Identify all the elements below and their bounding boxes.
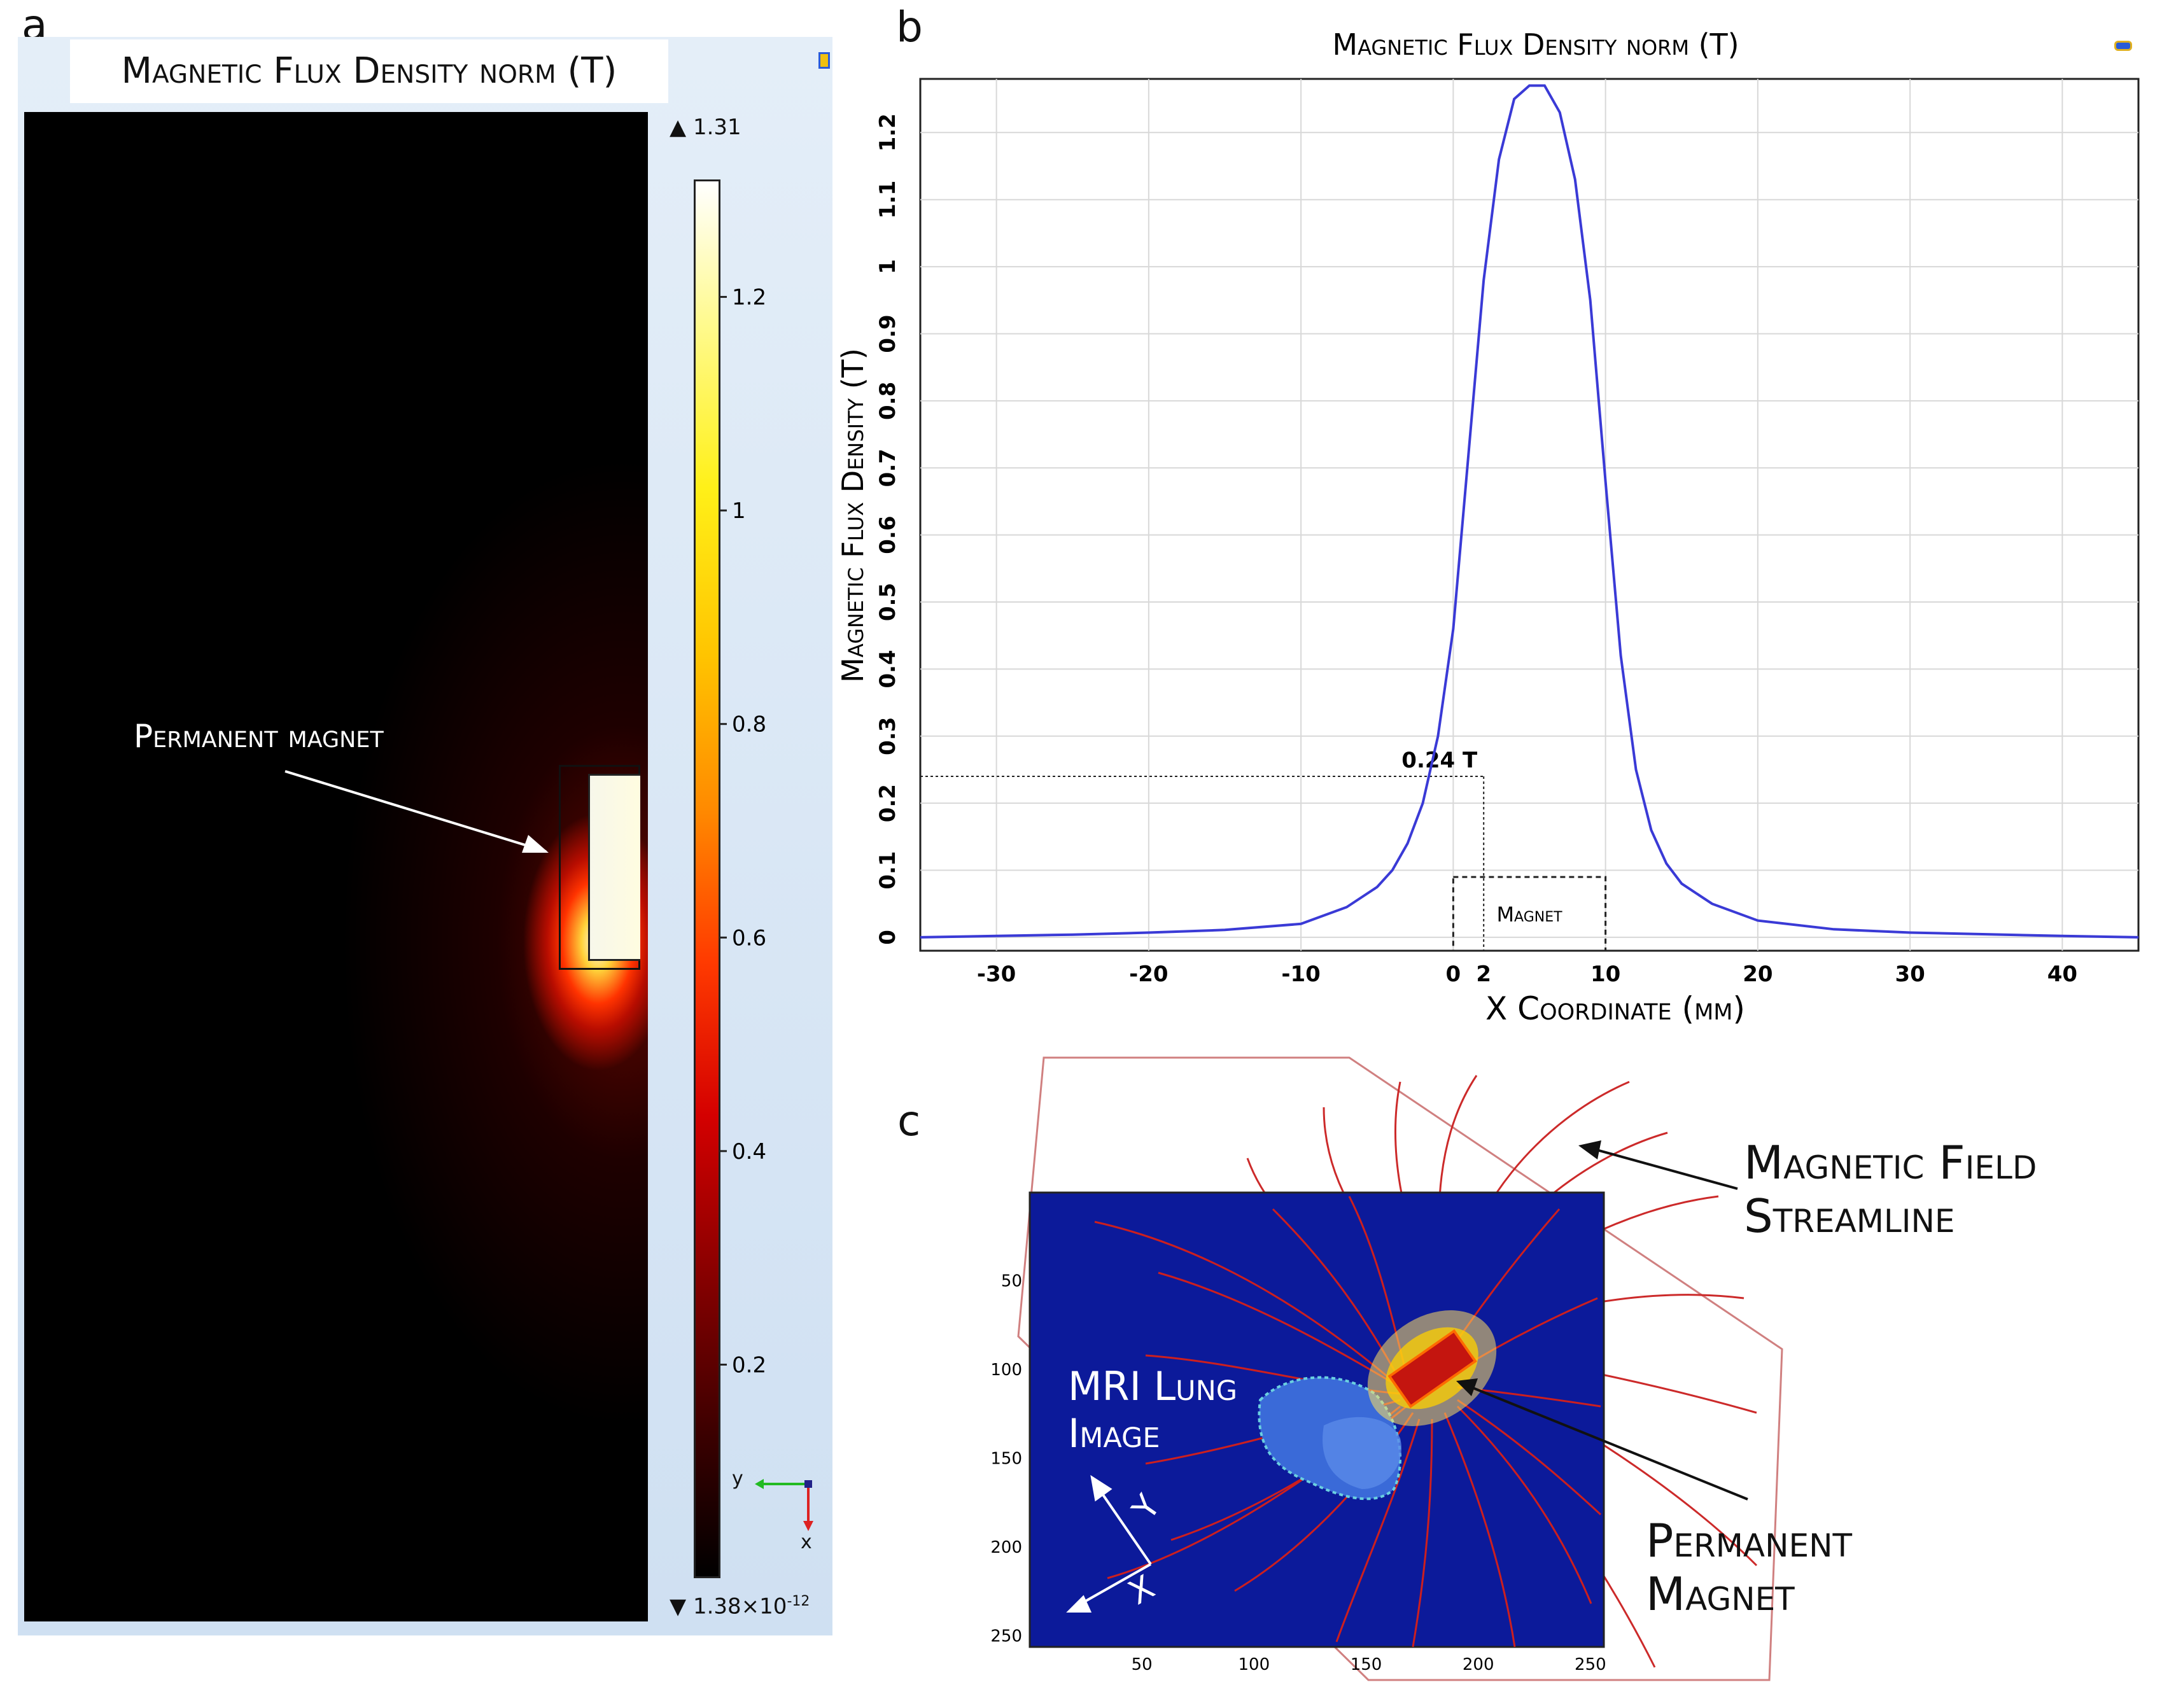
streamline-label-line2: Streamline [1744, 1189, 1955, 1243]
field-plot [24, 112, 648, 1621]
streamline-arrowhead [1578, 1140, 1601, 1159]
magnet-arrowhead [1456, 1378, 1478, 1396]
colorbar [694, 179, 720, 1578]
image-x-tick-label: 50 [1132, 1655, 1153, 1674]
panel-a-title: Magnetic Flux Density norm (T) [70, 39, 668, 103]
colorbar-tick-label: 1.2 [732, 285, 766, 311]
panel-a: a Magnetic Flux Density norm (T) Permane… [0, 0, 840, 1655]
y-tick-label: 0.8 [875, 382, 901, 420]
y-tick-label: 0.3 [875, 717, 901, 755]
y-tick-label: 0.2 [875, 784, 901, 822]
triangle-down-icon: ▼ [670, 1593, 687, 1620]
magnet-body [588, 774, 640, 961]
x-tick-label: -30 [977, 962, 1016, 987]
triad-y-label: y [732, 1467, 743, 1490]
x-tick-label: -20 [1129, 962, 1168, 987]
y-tick-label: 0 [875, 930, 901, 945]
x-tick-label: 0 [1446, 962, 1461, 987]
axes-triad [755, 1479, 813, 1531]
x-tick-label: 40 [2047, 962, 2077, 987]
magnet-arrow [1464, 1383, 1748, 1501]
flux-chart: Magnetic Flux Density norm (T) -30 -20 -10… [836, 27, 2140, 1027]
y-tick-label: 0.7 [875, 449, 901, 487]
y-axis-label: Magnetic Flux Density (T) [836, 348, 870, 683]
plot-area [919, 78, 2140, 952]
y-tick-label: 0.1 [875, 851, 901, 889]
y-tick-label: 0.5 [875, 583, 901, 621]
streamline-domain-outline [1017, 1056, 1783, 1681]
colorbar-min-exponent: -12 [787, 1593, 810, 1609]
colorbar-min-label: ▼ 1.38×10-12 [670, 1593, 810, 1619]
xy-axes-arrows [1066, 1474, 1152, 1613]
y-tick-label: 0.9 [875, 314, 901, 353]
magnet-annotation-label: Permanent magnet [134, 718, 384, 755]
x-axis-label: X Coordinate (mm) [1485, 990, 1745, 1027]
lung-image-lower [1323, 1417, 1401, 1489]
image-y-tick-label: 150 [990, 1449, 1022, 1468]
magnet-label-line2: Magnet [1646, 1567, 1795, 1621]
x-tick-label: 30 [1895, 962, 1925, 987]
x-tick-label: -10 [1281, 962, 1320, 987]
image-x-tick-label: 150 [1351, 1655, 1382, 1674]
colorbar-max-label: ▲ 1.31 [670, 115, 741, 140]
magnet-label-line1: Permanent [1646, 1514, 1852, 1567]
y-tick-label: 1 [875, 259, 901, 274]
colorbar-tick-label: 0.8 [732, 712, 766, 738]
flux-curve [920, 84, 2139, 939]
image-y-tick-label: 100 [990, 1361, 1022, 1380]
colorbar-axis: 1.2 1 0.8 0.6 0.4 0.2 [719, 285, 766, 1378]
image-y-tick-label: 250 [990, 1627, 1022, 1646]
streamline-arrow [1589, 1147, 1738, 1190]
lung-label-line1: MRI Lung [1068, 1363, 1237, 1410]
colorbar-max-value: 1.31 [692, 115, 741, 140]
magnet-box-label: Magnet [1496, 902, 1562, 927]
colorbar-tick-label: 0.2 [732, 1352, 766, 1378]
colorbar-min-value: 1.38×10 [692, 1593, 787, 1620]
chart-title: Magnetic Flux Density norm (T) [1332, 27, 1739, 62]
y-tick-label: 0.6 [875, 515, 901, 554]
magnet-box [1452, 876, 1607, 952]
streamline-label-line1: Magnetic Field [1744, 1136, 2037, 1189]
image-x-tick-label: 200 [1463, 1655, 1494, 1674]
colorbar-tick-label: 0.4 [732, 1139, 766, 1165]
marker-label: 0.24 T [1401, 748, 1478, 773]
image-y-tick-label: 200 [990, 1538, 1022, 1557]
x-tick-label: 10 [1590, 962, 1620, 987]
magnet-3d [1387, 1329, 1477, 1408]
colorbar-tick-label: 1 [732, 498, 746, 524]
image-y-tick-label: 50 [1001, 1271, 1022, 1291]
lung-label-line2: Image [1068, 1410, 1160, 1457]
triad-x-label: x [801, 1531, 812, 1553]
x-tick-label: 20 [1743, 962, 1772, 987]
y-tick-label: 0.4 [875, 650, 901, 688]
y-tick-label: 1.1 [875, 181, 901, 219]
window-icon[interactable] [818, 52, 830, 69]
image-x-tick-label: 100 [1239, 1655, 1270, 1674]
triangle-up-icon: ▲ [670, 115, 687, 140]
panel-b-label: b [896, 3, 923, 52]
panel-c-label: c [897, 1096, 921, 1145]
x-tick-label: 2 [1476, 962, 1491, 987]
panel-b-window-icon[interactable] [2114, 41, 2132, 51]
image-x-tick-label: 250 [1575, 1655, 1606, 1674]
colorbar-tick-label: 0.6 [732, 925, 766, 951]
y-tick-label: 1.2 [875, 113, 901, 151]
